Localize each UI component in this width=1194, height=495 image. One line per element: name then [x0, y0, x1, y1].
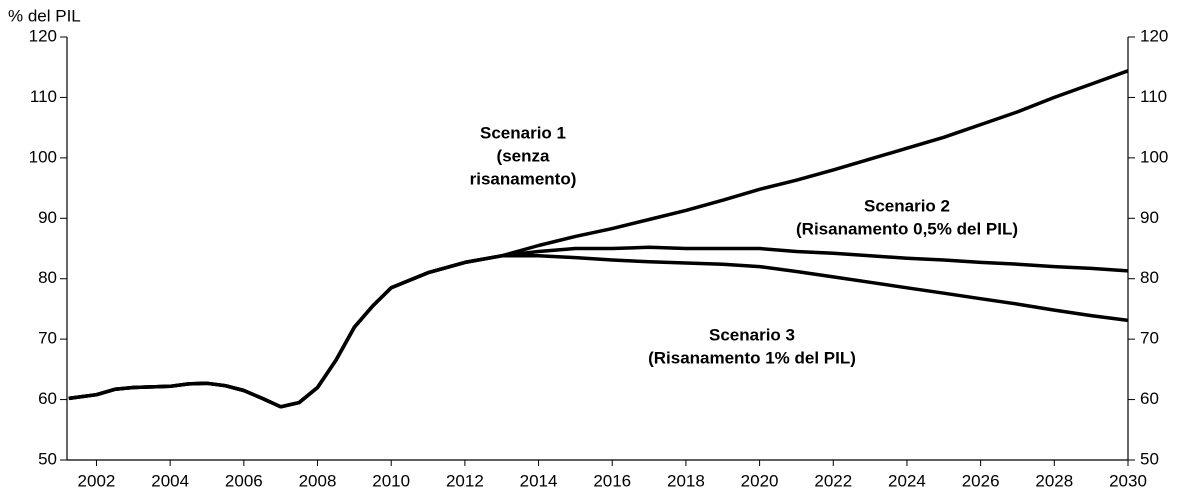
annotation: risanamento) — [470, 169, 577, 188]
y-tick-label: 80 — [38, 268, 57, 287]
x-tick-label: 2028 — [1035, 471, 1073, 490]
x-tick-label: 2030 — [1109, 471, 1147, 490]
x-tick-label: 2022 — [814, 471, 852, 490]
y2-tick-label: 110 — [1140, 87, 1167, 106]
x-tick-label: 2024 — [888, 471, 926, 490]
y2-tick-label: 100 — [1140, 147, 1168, 166]
annotation: Scenario 2 — [864, 196, 950, 215]
annotation: (senza — [497, 146, 550, 165]
annotation: Scenario 3 — [709, 325, 795, 344]
y-tick-label: 100 — [29, 147, 57, 166]
y-tick-label: 50 — [38, 449, 57, 468]
y2-tick-label: 50 — [1140, 449, 1159, 468]
x-tick-label: 2002 — [78, 471, 116, 490]
x-tick-label: 2020 — [741, 471, 779, 490]
x-tick-label: 2016 — [593, 471, 631, 490]
x-tick-label: 2018 — [667, 471, 705, 490]
series-line — [68, 245, 1129, 409]
y2-tick-label: 120 — [1140, 26, 1168, 45]
y2-tick-label: 90 — [1140, 208, 1159, 227]
annotation: (Risanamento 1% del PIL) — [648, 348, 856, 367]
annotation: Scenario 1 — [480, 123, 566, 142]
x-tick-label: 2012 — [446, 471, 484, 490]
y-tick-label: 70 — [38, 329, 57, 348]
x-tick-label: 2004 — [151, 471, 189, 490]
y-axis-label: % del PIL — [8, 6, 81, 25]
x-tick-label: 2010 — [372, 471, 410, 490]
y2-tick-label: 70 — [1140, 329, 1159, 348]
x-tick-label: 2014 — [520, 471, 558, 490]
x-tick-label: 2006 — [225, 471, 263, 490]
y-tick-label: 110 — [30, 87, 57, 106]
annotation: (Risanamento 0,5% del PIL) — [796, 219, 1018, 238]
y-tick-label: 90 — [38, 208, 57, 227]
series-line — [68, 254, 1129, 409]
y-tick-label: 60 — [38, 389, 57, 408]
y2-tick-label: 80 — [1140, 268, 1159, 287]
x-tick-label: 2026 — [962, 471, 1000, 490]
series-line — [68, 69, 1129, 409]
y-tick-label: 120 — [29, 26, 57, 45]
x-tick-label: 2008 — [299, 471, 337, 490]
y2-tick-label: 60 — [1140, 389, 1159, 408]
